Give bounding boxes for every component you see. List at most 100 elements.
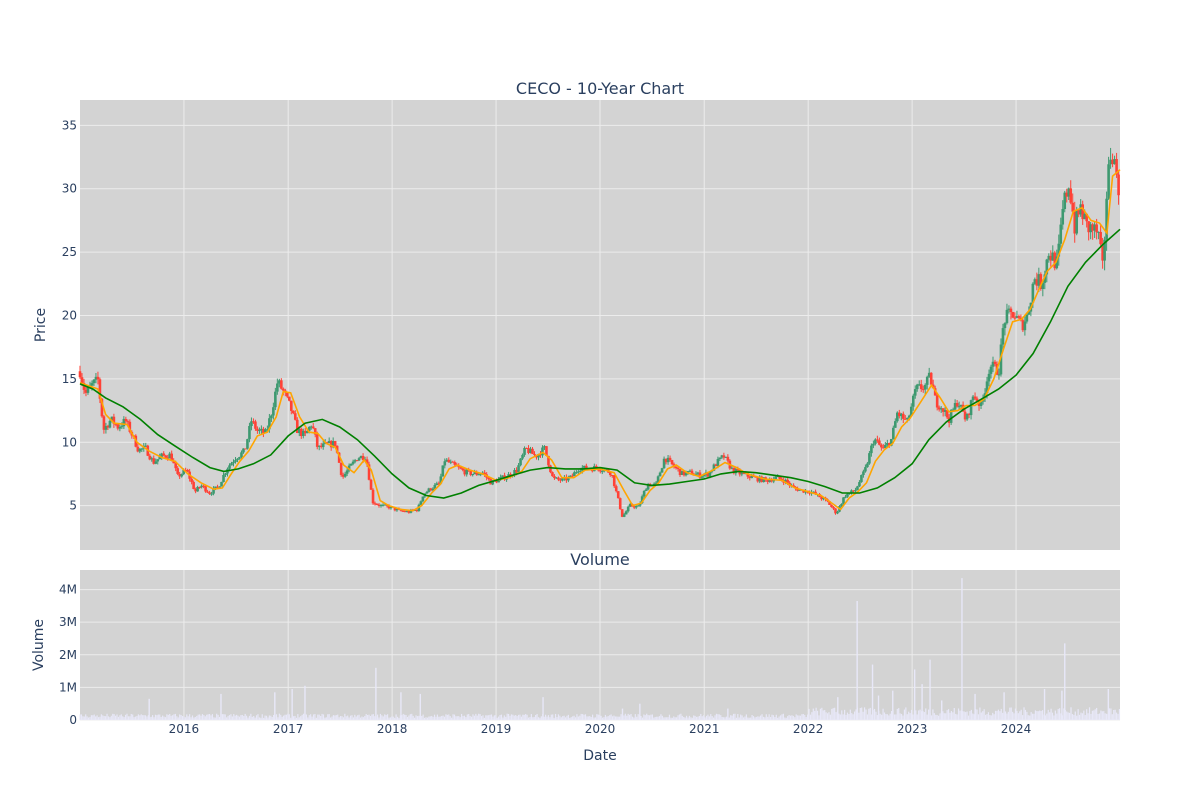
candle-down — [483, 472, 486, 475]
candle-down — [820, 497, 823, 500]
candle-down — [170, 453, 173, 461]
candle-down — [341, 474, 345, 477]
volume-y-tick-label: 1M — [59, 680, 77, 694]
candle-down — [620, 509, 624, 517]
candle-down — [967, 413, 971, 416]
candle-down — [690, 470, 694, 475]
candle-down — [632, 506, 636, 508]
candle-down — [670, 460, 674, 465]
candle-down — [461, 468, 465, 470]
volume-y-tick-label: 0 — [69, 713, 77, 727]
x-tick-label: 2020 — [585, 722, 616, 736]
candle-up — [1003, 323, 1007, 329]
candle-down — [1085, 213, 1088, 222]
candle-up — [712, 464, 716, 471]
candle-down — [172, 460, 175, 464]
candle-down — [565, 477, 568, 481]
candle-up — [182, 469, 185, 475]
candle-up — [638, 503, 642, 506]
candle-down — [792, 485, 795, 487]
short-moving-average-line — [79, 169, 1121, 512]
candle-up — [1103, 239, 1106, 261]
candle-up — [264, 429, 267, 434]
candle-down — [618, 498, 622, 510]
candle-up — [359, 455, 363, 459]
candle-up — [864, 467, 867, 472]
candle-up — [866, 463, 869, 468]
candle-down — [882, 447, 885, 449]
candle-down — [206, 491, 209, 493]
candle-up — [909, 406, 913, 416]
candle-up — [567, 477, 570, 481]
candle-down — [112, 416, 116, 424]
candle-up — [696, 472, 700, 474]
candle-up — [94, 376, 98, 380]
candle-up — [985, 381, 989, 394]
price-y-axis-label: Price — [33, 308, 49, 342]
candle-down — [1021, 320, 1025, 331]
candle-up — [646, 484, 650, 490]
candle-down — [303, 430, 307, 434]
candle-up — [600, 471, 604, 473]
candle-up — [331, 441, 335, 448]
candle-down — [437, 483, 441, 485]
candle-down — [252, 421, 255, 423]
candle-down — [82, 382, 86, 390]
candle-up — [654, 482, 658, 484]
candle-up — [413, 510, 417, 512]
candle-up — [224, 473, 227, 475]
candle-up — [844, 496, 847, 498]
candle-down — [198, 487, 201, 489]
candle-down — [192, 481, 195, 489]
candle-up — [381, 504, 385, 506]
candle-up — [688, 470, 692, 472]
candle-down — [1099, 231, 1102, 245]
candle-up — [158, 456, 162, 460]
candle-down — [937, 407, 941, 410]
candle-down — [539, 454, 542, 456]
candle-down — [919, 384, 923, 390]
candle-down — [515, 470, 518, 473]
candle-down — [1011, 311, 1015, 318]
candle-down — [80, 377, 84, 383]
candle-up — [443, 461, 447, 466]
candle-up — [345, 470, 349, 474]
candle-down — [955, 403, 959, 407]
candle-down — [208, 492, 211, 494]
candle-down — [678, 469, 682, 475]
candle-down — [429, 488, 433, 491]
candle-down — [1073, 211, 1077, 234]
candle-up — [894, 421, 897, 428]
candle-up — [349, 463, 353, 466]
candle-up — [913, 389, 917, 396]
candle-down — [126, 421, 130, 423]
candle-down — [742, 472, 746, 474]
candle-up — [431, 488, 435, 491]
price-y-tick-label: 35 — [62, 118, 77, 132]
candle-down — [495, 480, 498, 483]
candle-up — [537, 454, 540, 458]
candle-up — [1057, 243, 1061, 257]
candle-up — [1031, 283, 1035, 303]
candle-down — [676, 468, 680, 470]
candle-up — [656, 476, 660, 483]
candle-up — [246, 439, 249, 449]
candle-down — [186, 470, 189, 472]
candle-up — [1089, 224, 1092, 233]
candle-up — [573, 472, 576, 477]
candle-down — [280, 380, 283, 389]
candle-down — [1111, 159, 1114, 165]
candle-up — [228, 465, 231, 469]
candle-down — [216, 486, 219, 488]
candle-up — [409, 509, 413, 513]
candle-up — [854, 490, 857, 492]
candle-down — [531, 448, 534, 454]
candle-down — [698, 472, 702, 478]
candle-down — [329, 441, 333, 448]
candle-up — [1105, 198, 1108, 240]
candle-up — [1063, 192, 1067, 210]
candle-down — [786, 479, 789, 483]
volume-y-tick-label: 3M — [59, 615, 77, 629]
candle-up — [953, 403, 957, 410]
candle-up — [1005, 309, 1009, 324]
